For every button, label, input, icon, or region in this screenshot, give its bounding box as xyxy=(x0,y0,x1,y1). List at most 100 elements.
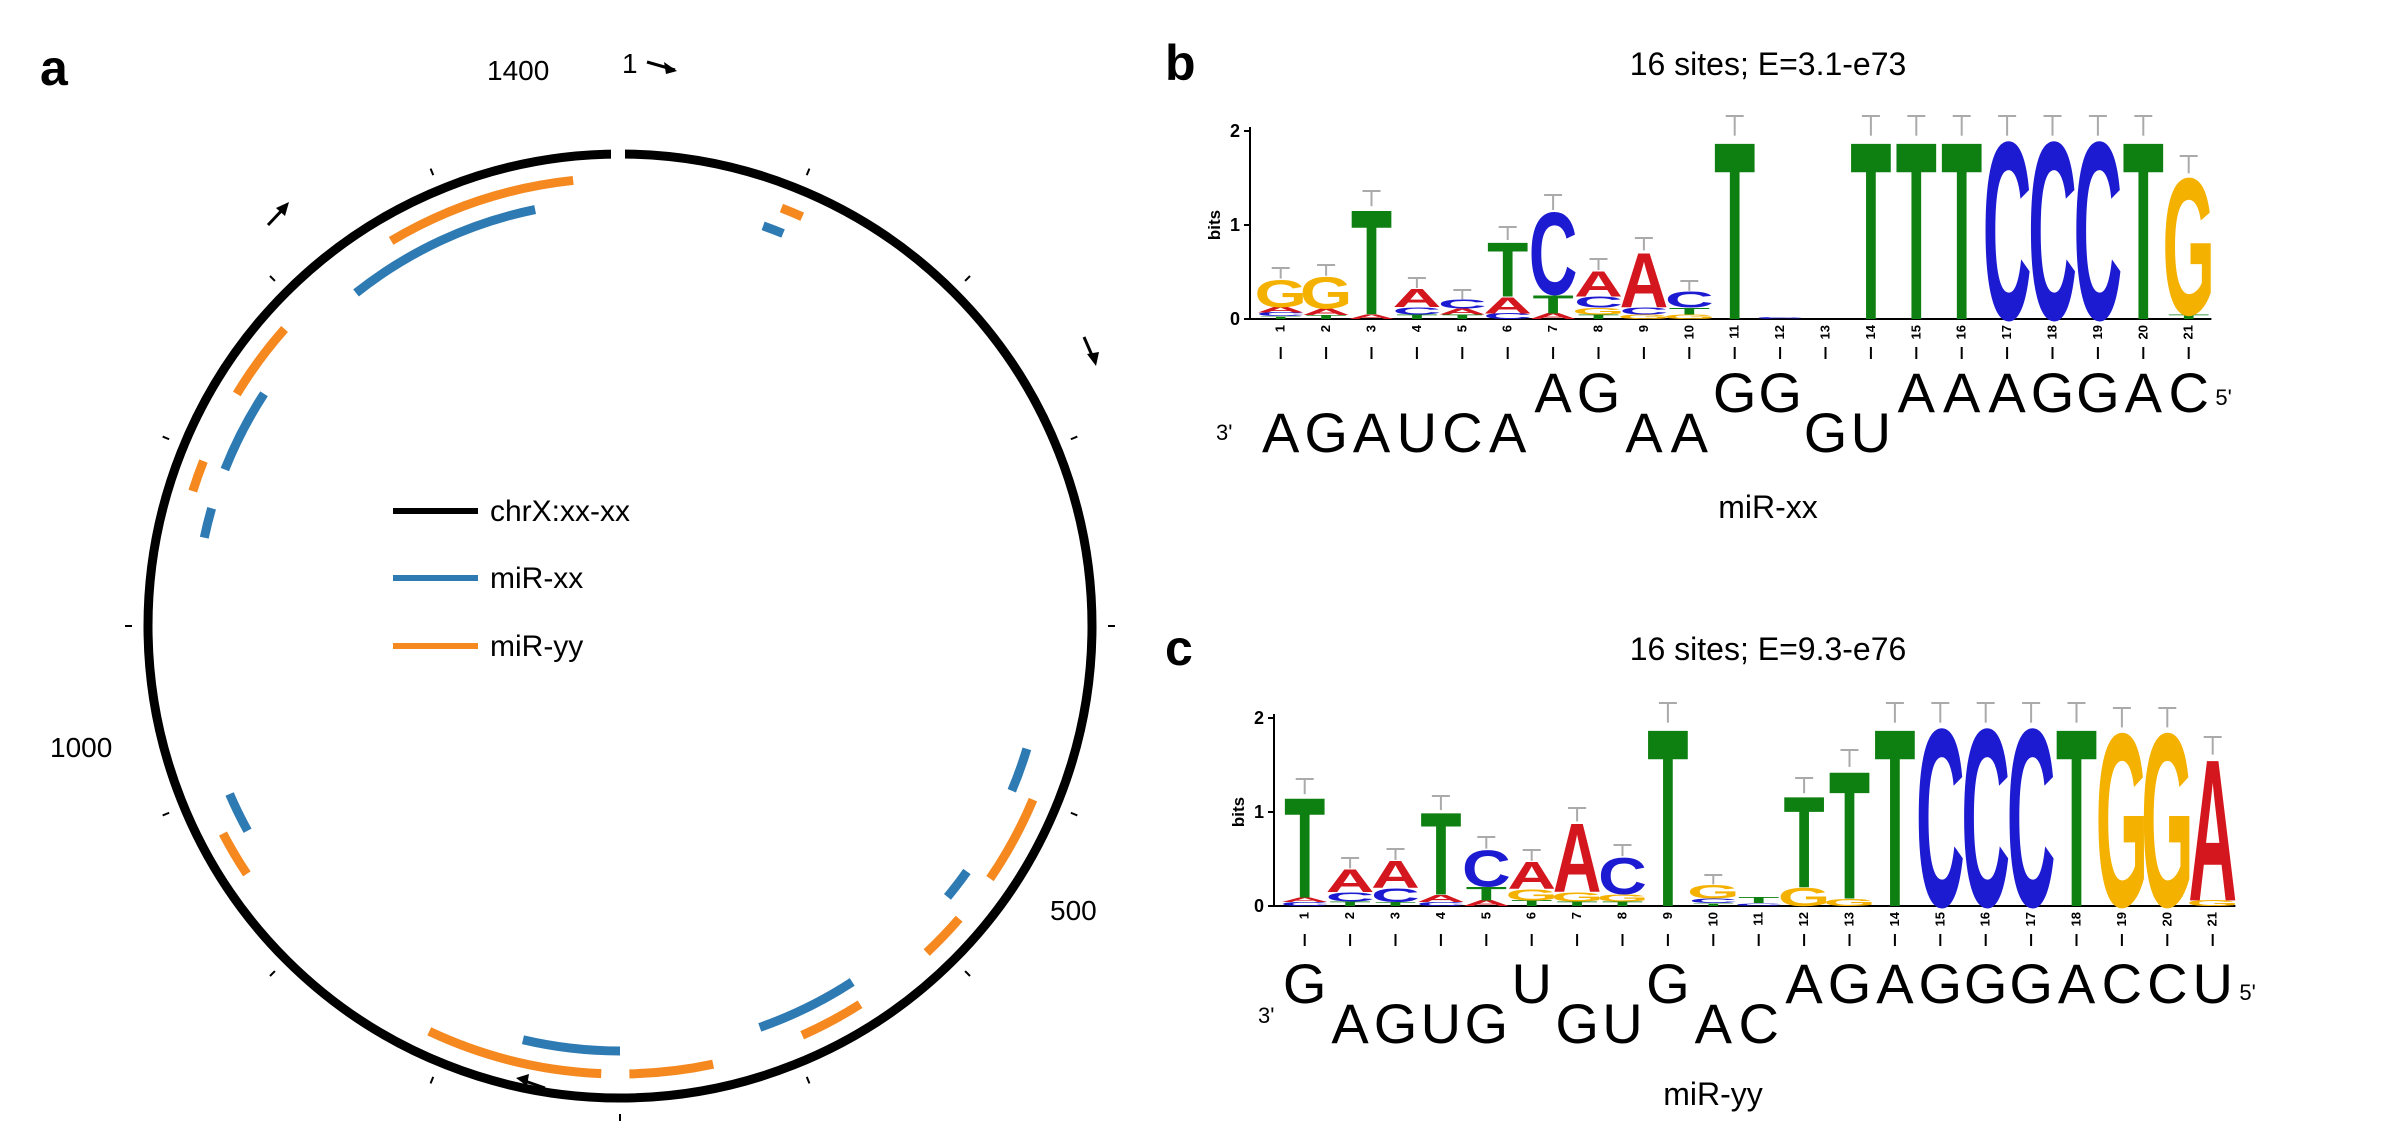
position-label: 12 xyxy=(1772,325,1787,339)
logo-letter-t: T xyxy=(1829,734,1870,938)
mirna-base: A xyxy=(1489,401,1527,464)
position-label: 3 xyxy=(1364,325,1379,332)
position-label: 10 xyxy=(1705,912,1720,926)
position-label: 20 xyxy=(2159,912,2174,926)
direction-arrow-left xyxy=(266,202,289,227)
panel-b-mirna-name: miR-xx xyxy=(1718,489,1818,525)
mirna-5prime-label: 5' xyxy=(2215,385,2231,410)
position-label: 17 xyxy=(2023,912,2038,926)
logo-letter-a: A xyxy=(1256,306,1305,315)
logo-letter-a: A xyxy=(1507,854,1556,898)
tick-mark xyxy=(805,1076,811,1084)
logo-letter-t: T xyxy=(2123,89,2164,373)
mirna-base: U xyxy=(1602,992,1642,1055)
logo-letter-c: C xyxy=(1417,901,1466,907)
logo-letter-t: T xyxy=(1533,290,1574,319)
logo-letter-t: T xyxy=(1375,901,1416,907)
logo-letter-g: G xyxy=(2186,899,2238,908)
logo-letter-a: A xyxy=(1553,803,1602,912)
logo-letter-c: C xyxy=(1734,903,1783,907)
logo-letter-c: C xyxy=(1961,676,2010,960)
position-label-1000: 1000 xyxy=(50,732,112,763)
genome-start-gap xyxy=(611,140,625,170)
panel-letter-b: b xyxy=(1165,35,1196,91)
position-label: 18 xyxy=(2069,912,2084,926)
logo-letter-g: G xyxy=(1551,890,1603,905)
legend-label-chrx: chrX:xx-xx xyxy=(490,495,630,528)
logo-letter-a: A xyxy=(1620,237,1669,324)
mir-yy-site-arc xyxy=(232,326,288,397)
tick-mark xyxy=(429,168,435,176)
tick-mark xyxy=(1070,435,1078,441)
position-label-1: 1 xyxy=(622,48,638,79)
mir-yy-site-arc xyxy=(986,797,1038,882)
mirna-base: G xyxy=(1828,952,1872,1015)
logo-letter-c: C xyxy=(1256,312,1305,318)
position-label: 5 xyxy=(1454,325,1469,332)
panel-letter-a: a xyxy=(40,40,69,96)
position-label: 6 xyxy=(1500,325,1515,332)
panel-a-circular-map: a 1400 1 500 1000 ch xyxy=(40,40,1115,1121)
mirna-base: G xyxy=(1804,401,1848,464)
mirna-3prime-label: 3' xyxy=(1258,1003,1274,1028)
position-label: 18 xyxy=(2045,325,2060,339)
logo-letter-c: C xyxy=(1689,897,1738,904)
position-label: 9 xyxy=(1660,912,1675,919)
mirna-base: G xyxy=(2009,952,2053,1015)
logo-letter-t: T xyxy=(1306,314,1347,320)
logo-letter-t: T xyxy=(1896,89,1937,373)
logo-letter-t: T xyxy=(1669,306,1710,316)
position-label: 4 xyxy=(1409,324,1424,332)
mirna-base: A xyxy=(1353,401,1391,464)
logo-letter-a: A xyxy=(1483,292,1532,319)
mirna-base: A xyxy=(2125,361,2163,424)
position-label: 15 xyxy=(1908,325,1923,339)
mirna-base: G xyxy=(1374,992,1418,1055)
mir-yy-site-arc xyxy=(629,1059,715,1079)
logo-letter-t: T xyxy=(1941,89,1982,373)
tick-mark xyxy=(162,435,170,441)
logo-letter-t: T xyxy=(1784,770,1825,916)
mirna-base: A xyxy=(1695,992,1733,1055)
position-label: 19 xyxy=(2114,912,2129,926)
mirna-base: C xyxy=(2102,952,2142,1015)
mirna-base: G xyxy=(2076,361,2120,424)
position-label: 1 xyxy=(1273,325,1288,332)
logo-letter-t: T xyxy=(1511,899,1552,908)
logo-letter-a: A xyxy=(1438,307,1487,316)
logo-letter-g: G xyxy=(1663,313,1715,320)
logo-letter-t: T xyxy=(2056,676,2097,960)
logo-letter-c: C xyxy=(2074,89,2123,373)
mir-yy-site-arc xyxy=(388,175,574,245)
logo-letter-t: T xyxy=(1874,676,1915,960)
position-label: 2 xyxy=(1318,325,1333,332)
logo-letter-c: C xyxy=(1280,901,1329,907)
logo-letter-a: A xyxy=(1393,283,1442,312)
logo-letter-a: A xyxy=(1574,264,1623,304)
logo-letter-g: G xyxy=(2162,138,2214,357)
position-label: 13 xyxy=(1842,912,1857,926)
logo-letter-g: G xyxy=(1505,887,1557,904)
logo-letter-a: A xyxy=(1302,307,1351,317)
tick-mark xyxy=(1070,811,1078,817)
logo-letter-t: T xyxy=(1466,883,1507,905)
tick-marks xyxy=(125,168,1115,1121)
position-label: 5 xyxy=(1478,912,1493,919)
mir-yy-site-arc xyxy=(800,1000,863,1040)
logo-letter-c: C xyxy=(2028,89,2077,373)
position-label: 13 xyxy=(1818,325,1833,339)
mir-xx-site-arc xyxy=(1007,747,1032,793)
mirna-base: G xyxy=(1304,401,1348,464)
direction-arrow-top xyxy=(646,60,677,74)
position-label: 16 xyxy=(1978,912,1993,926)
genome-circle xyxy=(143,149,1097,1103)
mirna-base: C xyxy=(1442,401,1482,464)
logo-letter-a: A xyxy=(1371,853,1420,897)
logo-letter-a: A xyxy=(1347,313,1396,320)
logo-letter-c: C xyxy=(1620,305,1669,317)
legend-label-mir-xx: miR-xx xyxy=(490,562,583,595)
mirna-base: U xyxy=(1851,401,1891,464)
mir-yy-site-arc xyxy=(779,203,805,221)
